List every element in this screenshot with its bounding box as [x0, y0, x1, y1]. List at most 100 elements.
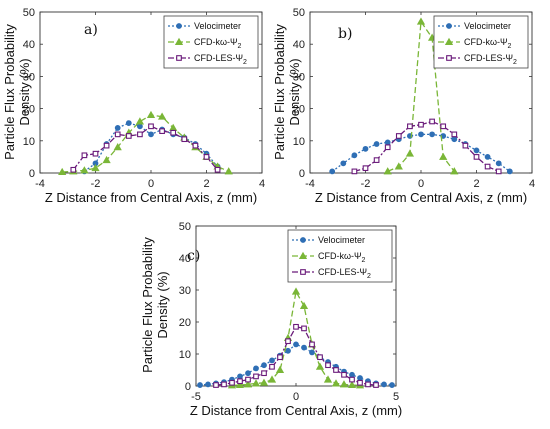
series-3: [213, 323, 379, 388]
data-point: [125, 120, 132, 126]
data-point: [285, 347, 291, 354]
x-axis-label: Z Distance from Central Axis, z (mm): [315, 190, 527, 205]
data-point: [103, 142, 110, 149]
data-point: [192, 142, 199, 149]
data-point: [450, 167, 459, 175]
chart-panel-2: 0 10 20 30 40 50 -4 -2 0 2 4Z Distance from Centra…: [272, 7, 535, 205]
data-point: [301, 344, 307, 351]
legend-label: Velocimeter: [464, 21, 511, 31]
data-point: [58, 167, 67, 176]
data-point: [148, 131, 154, 138]
legend-label-sub: 2: [238, 43, 242, 50]
data-point: [301, 325, 307, 332]
legend-marker: [176, 23, 182, 29]
x-tick-label: 0: [293, 391, 299, 403]
legend-marker: [176, 55, 182, 61]
data-point: [384, 144, 391, 151]
data-point: [416, 17, 426, 25]
series-1: [197, 341, 395, 388]
legend-label: CFD-kω-Ψ2: [464, 37, 512, 50]
data-point: [269, 363, 275, 370]
legend-label: CFD-kω-Ψ2: [318, 251, 366, 264]
legend-label-sub: 2: [362, 257, 366, 264]
data-point: [229, 379, 235, 386]
y-tick-label: 10: [293, 136, 305, 148]
x-tick-label: 4: [259, 178, 265, 190]
y-tick-label: 0: [29, 168, 35, 180]
data-point: [407, 123, 413, 130]
legend-label: Velocimeter: [318, 235, 365, 245]
data-point: [293, 323, 299, 330]
data-point: [349, 371, 355, 378]
data-point: [405, 149, 415, 157]
data-point: [146, 110, 156, 119]
data-point: [245, 370, 251, 377]
data-point: [439, 152, 448, 160]
legend-label-sub: 2: [513, 59, 517, 66]
data-point: [181, 136, 188, 143]
y-axis-label-line-2: Density (%): [287, 58, 302, 125]
data-point: [365, 381, 371, 388]
panel-label: b): [338, 26, 352, 42]
data-point: [125, 133, 132, 139]
data-point: [253, 365, 259, 372]
data-point: [333, 367, 339, 373]
data-point: [213, 382, 219, 388]
data-point: [251, 379, 261, 387]
data-point: [285, 338, 291, 345]
y-tick-label: 20: [179, 317, 191, 329]
y-axis-label-line-1: Particle Flux Probability: [272, 24, 287, 160]
legend-label-main: CFD-LES-Ψ: [194, 53, 243, 63]
data-point: [462, 142, 469, 149]
series-line: [199, 343, 393, 386]
y-tick-label: 10: [23, 136, 35, 148]
data-point: [395, 133, 402, 139]
x-tick-label: -5: [191, 391, 201, 403]
data-point: [203, 154, 210, 160]
series-line: [62, 114, 229, 173]
data-point: [325, 362, 331, 369]
data-point: [451, 131, 458, 138]
x-tick-label: 2: [473, 178, 479, 190]
series-3: [70, 123, 221, 173]
data-point: [253, 373, 259, 380]
series-line: [231, 289, 361, 387]
data-point: [235, 380, 245, 389]
legend-marker: [300, 269, 306, 275]
legend-label: CFD-LES-Ψ2: [318, 267, 371, 280]
data-point: [351, 168, 358, 175]
data-point: [347, 380, 357, 389]
legend-marker: [298, 251, 308, 260]
legend-marker: [446, 55, 452, 61]
data-point: [418, 121, 424, 128]
data-point: [197, 382, 203, 388]
legend-marker: [300, 237, 306, 243]
data-point: [113, 143, 122, 151]
data-point: [373, 382, 379, 388]
data-point: [429, 131, 436, 138]
data-point: [81, 152, 88, 159]
data-point: [440, 123, 447, 130]
data-point: [484, 154, 491, 160]
y-axis-label-line-1: Particle Flux Probability: [140, 237, 155, 373]
data-point: [114, 125, 121, 131]
x-tick-label: -4: [305, 178, 315, 190]
data-point: [275, 365, 285, 374]
data-point: [261, 362, 267, 369]
legend-label: CFD-LES-Ψ2: [464, 53, 517, 66]
data-point: [224, 167, 233, 175]
x-axis-label: Z Distance from Central Axis, z (mm): [45, 190, 257, 205]
y-tick-label: 0: [299, 168, 305, 180]
legend-label-sub: 2: [508, 43, 512, 50]
y-axis-label: Particle Flux ProbabilityDensity (%): [140, 237, 170, 373]
data-point: [157, 112, 167, 120]
legend-marker: [446, 23, 452, 29]
data-point: [473, 147, 480, 154]
data-point: [495, 168, 502, 175]
chart-panel-1: 0 10 20 30 40 50 -4 -2 0 2 4Z Distance from Centra…: [2, 7, 265, 205]
y-tick-label: 20: [293, 104, 305, 116]
data-point: [309, 341, 315, 348]
data-point: [293, 341, 299, 348]
data-point: [357, 379, 363, 386]
